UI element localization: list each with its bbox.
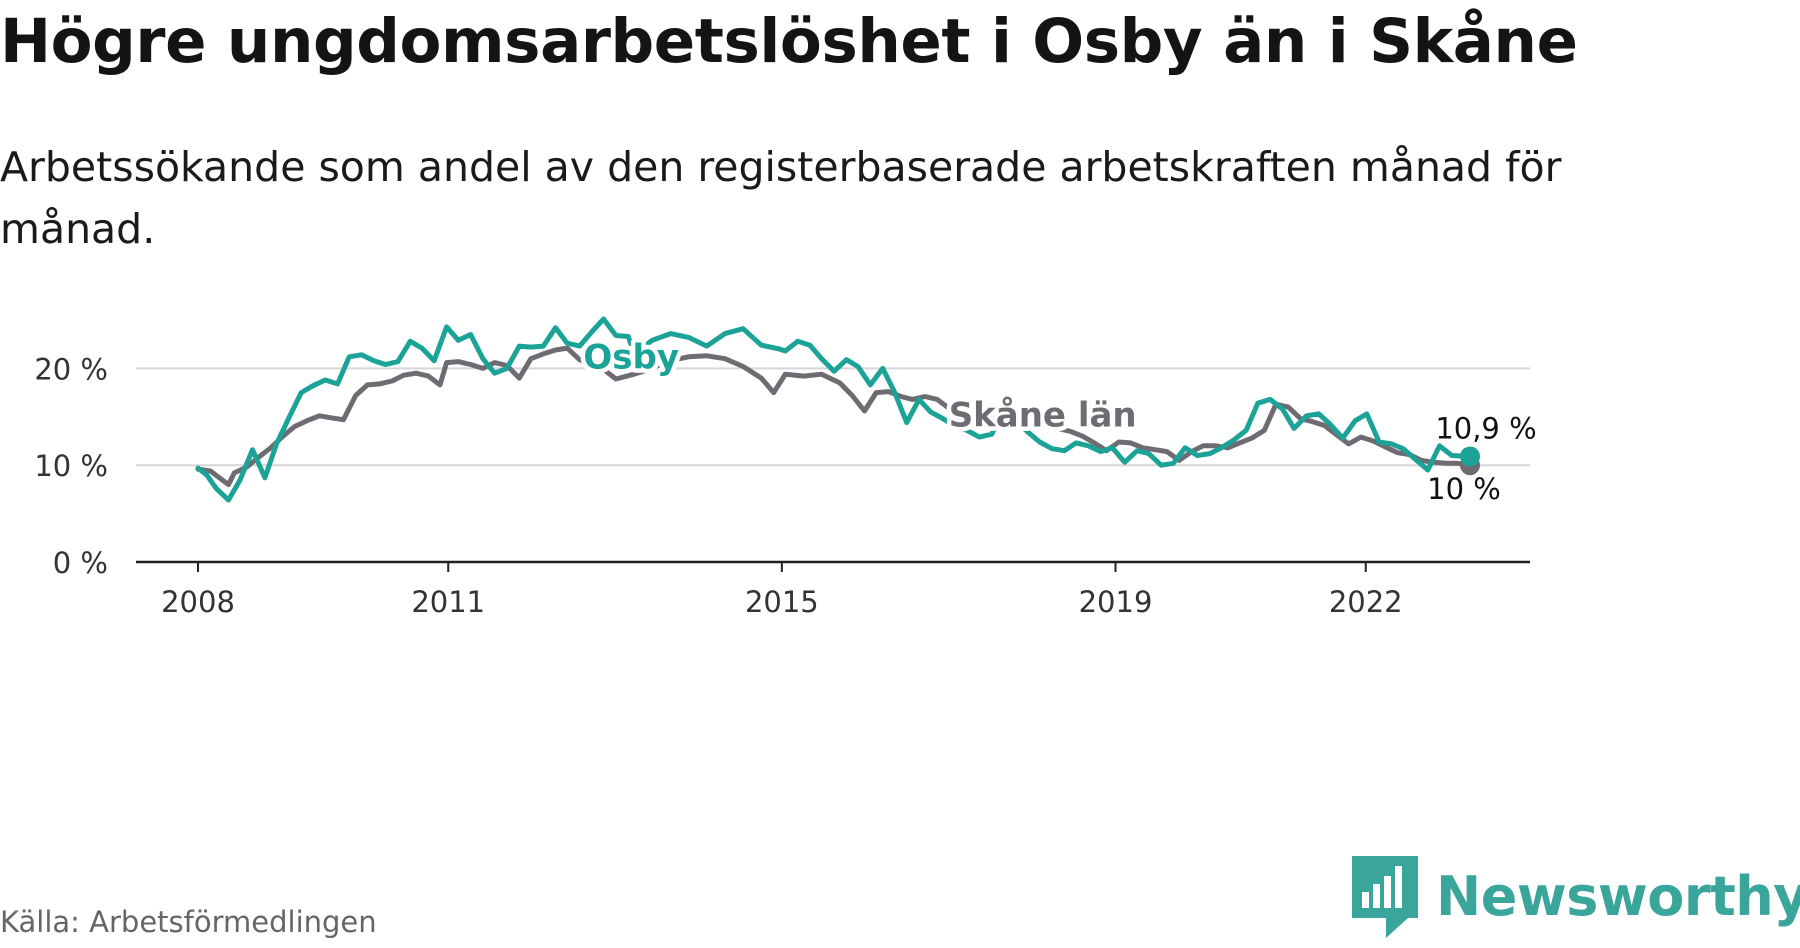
chart-subtitle: Arbetssökande som andel av den registerb… — [0, 143, 1562, 253]
brand-name: Newsworthy — [1436, 864, 1800, 928]
series-line-osby — [195, 316, 1473, 503]
end-point — [1460, 446, 1480, 467]
label-skane-lan-halo: Skåne län — [949, 395, 1137, 435]
y-tick-label: 10 % — [34, 449, 108, 483]
x-tick-label: 2015 — [745, 585, 819, 619]
series-lines — [195, 316, 1480, 503]
x-tick-label: 2008 — [161, 585, 235, 619]
x-axis: 2008 2011 2015 2019 2022 — [136, 560, 1530, 619]
end-label-skane-lan: 10 % — [1427, 472, 1501, 506]
label-skane-lan: Skåne län — [949, 395, 1137, 435]
y-axis: 0 % 10 % 20 % — [34, 352, 108, 580]
x-tick-label: 2011 — [411, 585, 485, 619]
line-chart: 2008 2011 2015 2019 2022 0 %10 %20 % OsbyOsb… — [34, 316, 1537, 619]
label-osby-halo: Osby — [583, 337, 679, 377]
newsworthy-logo: Newsworthy — [1348, 852, 1800, 940]
x-tick-label: 2019 — [1079, 585, 1153, 619]
x-tick-label: 2022 — [1329, 585, 1403, 619]
y-tick-label: 0 % — [53, 546, 108, 580]
end-label-osby: 10,9 % — [1435, 411, 1536, 445]
label-osby: Osby — [583, 337, 679, 377]
source-note: Källa: Arbetsförmedlingen — [0, 905, 377, 939]
series-line-skane-lan — [195, 345, 1473, 488]
newsworthy-icon — [1352, 856, 1418, 938]
y-tick-label: 20 % — [34, 352, 108, 386]
chart-title: Högre ungdomsarbetslöshet i Osby än i Sk… — [0, 6, 1578, 77]
